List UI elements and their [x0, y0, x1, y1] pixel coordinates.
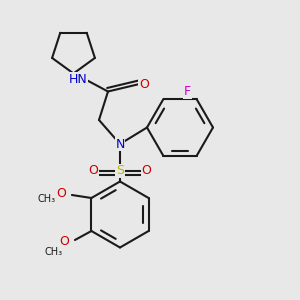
Text: CH₃: CH₃ [38, 194, 56, 205]
Text: N: N [115, 137, 125, 151]
Text: F: F [184, 85, 191, 98]
Text: CH₃: CH₃ [44, 247, 62, 257]
Text: O: O [139, 77, 149, 91]
Text: O: O [142, 164, 151, 178]
Text: O: O [59, 235, 69, 248]
Text: O: O [89, 164, 98, 178]
Text: O: O [56, 187, 66, 200]
Text: S: S [116, 164, 124, 178]
Text: HN: HN [69, 73, 87, 86]
